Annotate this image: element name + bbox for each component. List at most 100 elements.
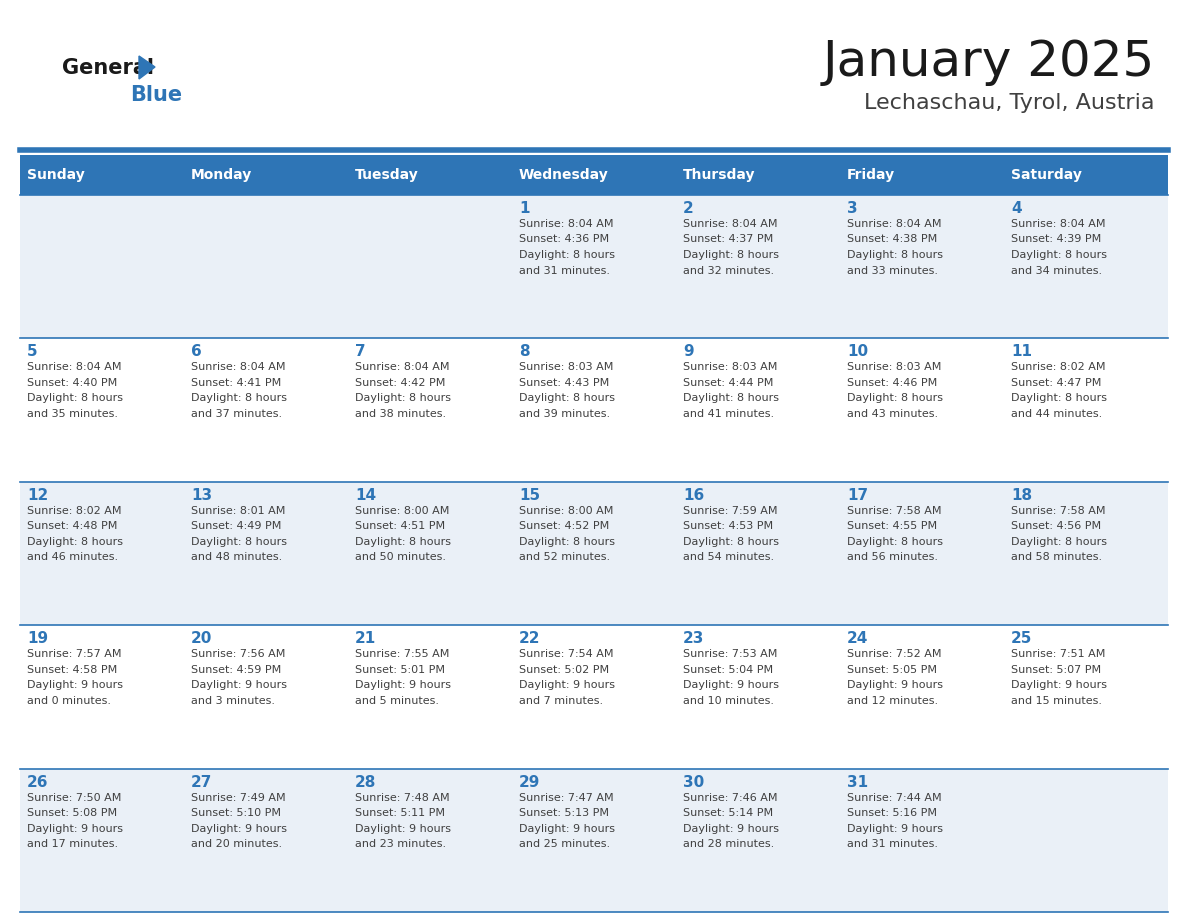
Text: Sunrise: 7:55 AM: Sunrise: 7:55 AM (355, 649, 449, 659)
Text: Daylight: 9 hours: Daylight: 9 hours (519, 680, 615, 690)
Text: 15: 15 (519, 487, 541, 503)
Text: Daylight: 8 hours: Daylight: 8 hours (847, 537, 943, 547)
Text: Sunrise: 8:02 AM: Sunrise: 8:02 AM (1011, 363, 1106, 373)
Text: 5: 5 (27, 344, 38, 360)
Text: Sunrise: 8:03 AM: Sunrise: 8:03 AM (847, 363, 941, 373)
Text: Sunrise: 7:56 AM: Sunrise: 7:56 AM (191, 649, 285, 659)
Text: Sunset: 5:02 PM: Sunset: 5:02 PM (519, 665, 609, 675)
Text: Sunset: 4:51 PM: Sunset: 4:51 PM (355, 521, 446, 532)
Text: Sunset: 5:10 PM: Sunset: 5:10 PM (191, 808, 282, 818)
Text: Daylight: 9 hours: Daylight: 9 hours (683, 680, 779, 690)
Text: Sunset: 4:48 PM: Sunset: 4:48 PM (27, 521, 118, 532)
Text: 16: 16 (683, 487, 704, 503)
Text: and 25 minutes.: and 25 minutes. (519, 839, 611, 849)
Text: Sunset: 4:53 PM: Sunset: 4:53 PM (683, 521, 773, 532)
Text: Sunrise: 7:53 AM: Sunrise: 7:53 AM (683, 649, 777, 659)
Text: Sunset: 4:47 PM: Sunset: 4:47 PM (1011, 378, 1101, 388)
Text: Sunset: 5:05 PM: Sunset: 5:05 PM (847, 665, 937, 675)
Text: General: General (62, 58, 154, 78)
Text: Daylight: 9 hours: Daylight: 9 hours (1011, 680, 1107, 690)
Text: Sunrise: 8:04 AM: Sunrise: 8:04 AM (27, 363, 121, 373)
Text: Sunrise: 7:49 AM: Sunrise: 7:49 AM (191, 792, 285, 802)
Text: Daylight: 9 hours: Daylight: 9 hours (847, 823, 943, 834)
Text: Sunrise: 8:04 AM: Sunrise: 8:04 AM (683, 219, 777, 229)
Text: Sunrise: 7:59 AM: Sunrise: 7:59 AM (683, 506, 777, 516)
Text: Sunset: 4:42 PM: Sunset: 4:42 PM (355, 378, 446, 388)
Text: Sunrise: 8:00 AM: Sunrise: 8:00 AM (355, 506, 449, 516)
Text: 30: 30 (683, 775, 704, 789)
Text: Wednesday: Wednesday (519, 168, 608, 182)
Text: Sunset: 4:58 PM: Sunset: 4:58 PM (27, 665, 118, 675)
Text: Daylight: 9 hours: Daylight: 9 hours (847, 680, 943, 690)
Text: Sunset: 4:41 PM: Sunset: 4:41 PM (191, 378, 282, 388)
Text: Sunrise: 8:03 AM: Sunrise: 8:03 AM (683, 363, 777, 373)
Text: Sunrise: 7:58 AM: Sunrise: 7:58 AM (1011, 506, 1106, 516)
Bar (20, 768, 1168, 912)
Text: Daylight: 8 hours: Daylight: 8 hours (355, 394, 451, 403)
Text: and 34 minutes.: and 34 minutes. (1011, 265, 1102, 275)
Text: 20: 20 (191, 632, 213, 646)
Text: Daylight: 9 hours: Daylight: 9 hours (683, 823, 779, 834)
Text: Sunrise: 8:00 AM: Sunrise: 8:00 AM (519, 506, 613, 516)
Text: Sunset: 5:08 PM: Sunset: 5:08 PM (27, 808, 118, 818)
Text: 17: 17 (847, 487, 868, 503)
Bar (512, 155, 676, 195)
Text: Friday: Friday (847, 168, 895, 182)
Text: Sunrise: 8:04 AM: Sunrise: 8:04 AM (1011, 219, 1106, 229)
Text: Daylight: 8 hours: Daylight: 8 hours (191, 394, 287, 403)
Text: Sunset: 4:36 PM: Sunset: 4:36 PM (519, 234, 609, 244)
Text: 28: 28 (355, 775, 377, 789)
Text: and 32 minutes.: and 32 minutes. (683, 265, 775, 275)
Text: and 7 minutes.: and 7 minutes. (519, 696, 604, 706)
Text: Sunrise: 7:46 AM: Sunrise: 7:46 AM (683, 792, 777, 802)
Text: and 38 minutes.: and 38 minutes. (355, 409, 447, 419)
Text: Sunrise: 7:51 AM: Sunrise: 7:51 AM (1011, 649, 1105, 659)
Text: Sunset: 5:04 PM: Sunset: 5:04 PM (683, 665, 773, 675)
Text: and 28 minutes.: and 28 minutes. (683, 839, 775, 849)
Text: Sunset: 5:01 PM: Sunset: 5:01 PM (355, 665, 446, 675)
Text: and 17 minutes.: and 17 minutes. (27, 839, 118, 849)
Text: Sunrise: 7:47 AM: Sunrise: 7:47 AM (519, 792, 614, 802)
Bar (20, 339, 1168, 482)
Text: 6: 6 (191, 344, 202, 360)
Text: Sunrise: 7:58 AM: Sunrise: 7:58 AM (847, 506, 942, 516)
Text: Sunset: 5:16 PM: Sunset: 5:16 PM (847, 808, 937, 818)
Text: Daylight: 8 hours: Daylight: 8 hours (355, 537, 451, 547)
Text: Sunrise: 7:44 AM: Sunrise: 7:44 AM (847, 792, 942, 802)
Bar (20, 195, 1168, 339)
Text: and 41 minutes.: and 41 minutes. (683, 409, 775, 419)
Text: 27: 27 (191, 775, 213, 789)
Text: 21: 21 (355, 632, 377, 646)
Text: Daylight: 8 hours: Daylight: 8 hours (191, 537, 287, 547)
Text: 19: 19 (27, 632, 49, 646)
Text: Sunset: 4:55 PM: Sunset: 4:55 PM (847, 521, 937, 532)
Bar (676, 155, 840, 195)
Text: Daylight: 8 hours: Daylight: 8 hours (683, 394, 779, 403)
Text: and 52 minutes.: and 52 minutes. (519, 553, 611, 563)
Text: Sunrise: 7:52 AM: Sunrise: 7:52 AM (847, 649, 942, 659)
Text: 29: 29 (519, 775, 541, 789)
Bar (840, 155, 1004, 195)
Bar (1004, 155, 1168, 195)
Text: Sunset: 4:59 PM: Sunset: 4:59 PM (191, 665, 282, 675)
Text: 31: 31 (847, 775, 868, 789)
Text: January 2025: January 2025 (823, 38, 1155, 86)
Text: Sunset: 5:07 PM: Sunset: 5:07 PM (1011, 665, 1101, 675)
Text: Sunset: 4:40 PM: Sunset: 4:40 PM (27, 378, 118, 388)
Text: and 10 minutes.: and 10 minutes. (683, 696, 775, 706)
Text: Daylight: 8 hours: Daylight: 8 hours (519, 250, 615, 260)
Bar (348, 155, 512, 195)
Text: Sunrise: 8:04 AM: Sunrise: 8:04 AM (519, 219, 613, 229)
Text: 12: 12 (27, 487, 49, 503)
Text: Sunrise: 8:02 AM: Sunrise: 8:02 AM (27, 506, 121, 516)
Text: Daylight: 9 hours: Daylight: 9 hours (27, 823, 124, 834)
Text: Daylight: 8 hours: Daylight: 8 hours (1011, 537, 1107, 547)
Text: and 54 minutes.: and 54 minutes. (683, 553, 775, 563)
Text: Sunrise: 7:54 AM: Sunrise: 7:54 AM (519, 649, 613, 659)
Text: Lechaschau, Tyrol, Austria: Lechaschau, Tyrol, Austria (865, 93, 1155, 113)
Text: Daylight: 9 hours: Daylight: 9 hours (191, 823, 287, 834)
Text: Daylight: 8 hours: Daylight: 8 hours (1011, 250, 1107, 260)
Text: Sunset: 4:44 PM: Sunset: 4:44 PM (683, 378, 773, 388)
Text: and 3 minutes.: and 3 minutes. (191, 696, 274, 706)
Text: Sunset: 4:39 PM: Sunset: 4:39 PM (1011, 234, 1101, 244)
